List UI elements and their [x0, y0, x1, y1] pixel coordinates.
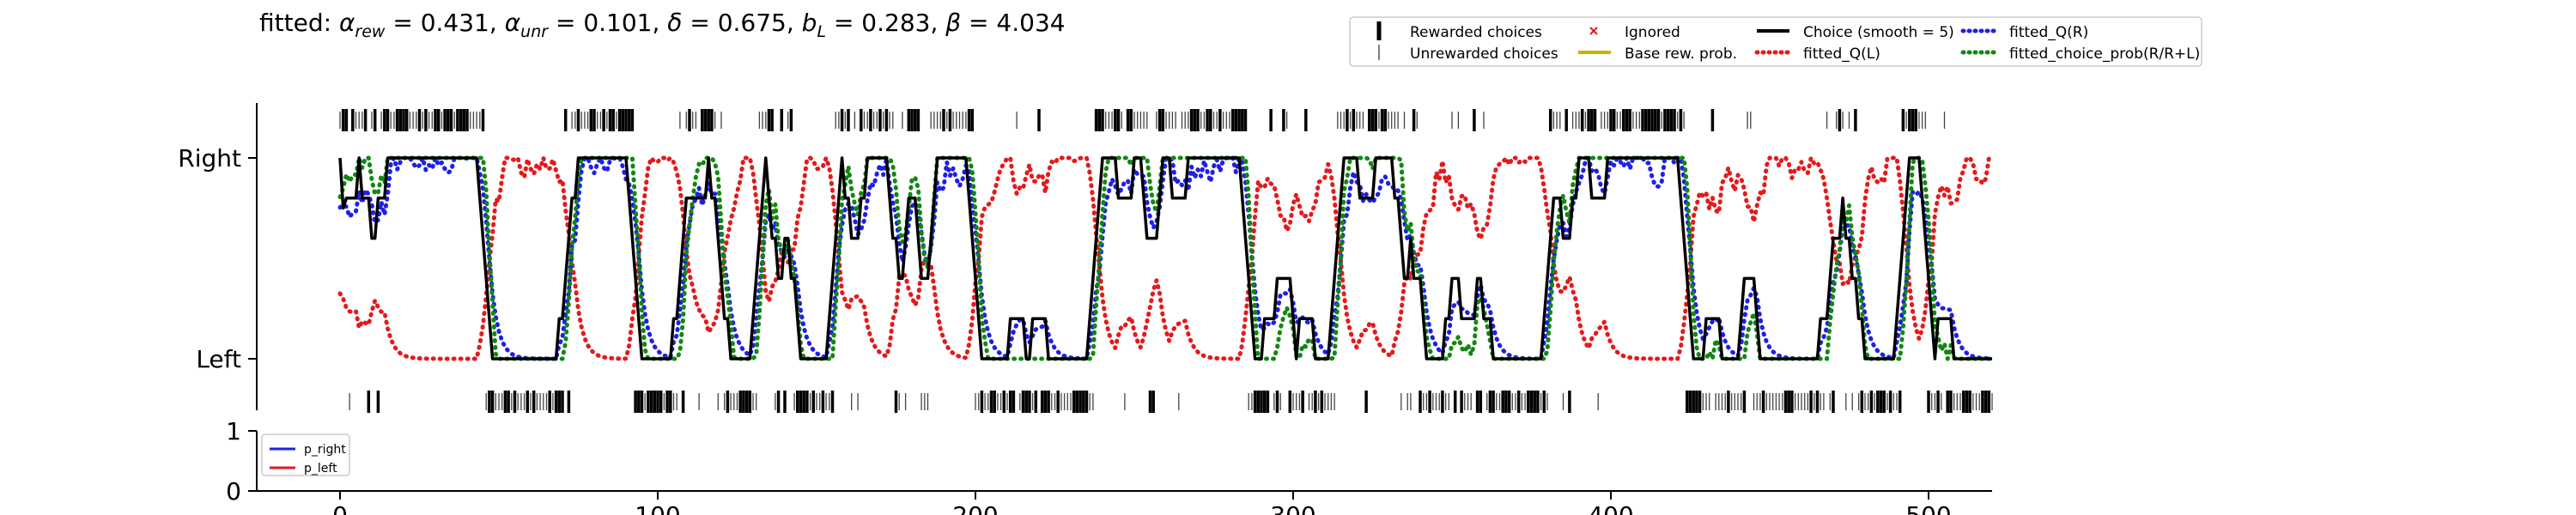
- top-y-ticks: Left Right: [178, 144, 257, 373]
- legend-bottom-frame: [261, 433, 350, 476]
- chart-title: fitted: αrew = 0.431, αunr = 0.101, δ = …: [259, 9, 1066, 41]
- legend-main-item: Base rew. prob.: [1578, 45, 1737, 63]
- legend-main-label: Rewarded choices: [1410, 24, 1542, 41]
- legend-main-label: fitted_Q(R): [2009, 24, 2088, 41]
- legend-main: Rewarded choices Ignored Choice (smooth = …: [1349, 16, 2202, 67]
- legend-marker: [1589, 27, 1598, 35]
- legend-main-item: Ignored: [1589, 24, 1680, 41]
- legend-bottom: p_right p_left: [261, 433, 350, 476]
- x-tick-label: 200: [952, 501, 998, 515]
- y-tick-label: Right: [178, 144, 241, 173]
- legend-bottom-item: p_left: [270, 462, 337, 476]
- legend-main-item: Choice (smooth = 5): [1757, 24, 1954, 41]
- legend-main-item: Rewarded choices: [1376, 21, 1542, 41]
- legend-main-label: Base rew. prob.: [1625, 45, 1737, 63]
- y-tick-label: Left: [196, 345, 241, 373]
- x-tick-label: 400: [1588, 501, 1633, 515]
- top-panel: Left Right: [178, 103, 1995, 413]
- x-tick-label: 500: [1905, 501, 1951, 515]
- x-tick-label: 100: [635, 501, 680, 515]
- legend-bottom-item: p_right: [270, 443, 346, 457]
- legend-bottom-label: p_left: [304, 462, 337, 476]
- x-tick-label: 0: [332, 501, 348, 515]
- legend-main-item: fitted_Q(R): [1960, 24, 2088, 41]
- bottom-y-tick-label: 1: [226, 417, 241, 445]
- legend-main-item: Unrewarded choices: [1378, 45, 1558, 63]
- top-series: [337, 155, 1995, 361]
- x-tick-label: 300: [1270, 501, 1315, 515]
- legend-main-label: fitted_Q(L): [1803, 45, 1880, 63]
- legend-main-item: fitted_Q(L): [1754, 45, 1880, 63]
- x-axis-ticks: 0 100 200 300 400 500: [332, 491, 1952, 515]
- legend-main-label: Ignored: [1625, 24, 1680, 41]
- bottom-y-tick-label: 0: [226, 477, 241, 506]
- choice-tick-bands: [339, 109, 1993, 413]
- fitted-q-left-line: [337, 155, 1995, 361]
- legend-bottom-label: p_right: [304, 443, 346, 457]
- legend-main-label: fitted_choice_prob(R/R+L): [2009, 45, 2200, 63]
- legend-main-label: Choice (smooth = 5): [1803, 24, 1954, 41]
- choice-smooth-line: [338, 156, 1992, 360]
- bottom-y-ticks: 01: [226, 417, 257, 506]
- legend-main-label: Unrewarded choices: [1410, 45, 1558, 63]
- legend-main-item: fitted_choice_prob(R/R+L): [1960, 45, 2200, 63]
